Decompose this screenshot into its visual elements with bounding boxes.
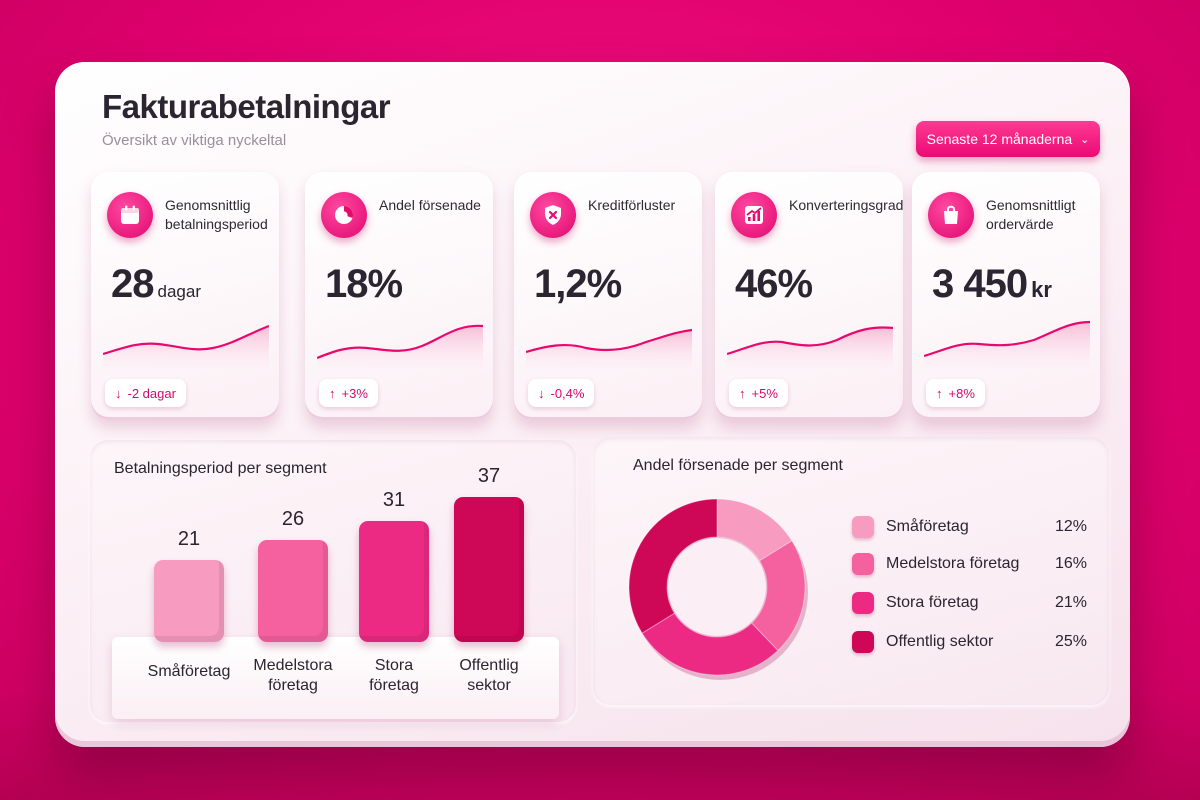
page-title: Fakturabetalningar xyxy=(102,88,391,125)
bar-value-label: 31 xyxy=(382,488,406,511)
bar-chart-title: Betalningsperiod per segment xyxy=(114,460,327,477)
bar-category-label: Stora företag xyxy=(369,657,419,694)
bar[interactable] xyxy=(258,540,328,642)
kpi-label: Genomsnittligt ordervärde xyxy=(986,197,1076,232)
legend-label: Stora företag xyxy=(886,594,979,611)
bar-chart-base xyxy=(112,637,559,719)
donut-slice[interactable] xyxy=(750,540,806,652)
arrow-up-icon: ↑ xyxy=(739,385,746,401)
growth-chart-icon xyxy=(731,192,777,238)
period-select[interactable]: Senaste 12 månaderna ⌄ xyxy=(916,121,1100,157)
donut-chart-title: Andel försenade per segment xyxy=(633,457,843,474)
shield-x-icon xyxy=(530,192,576,238)
donut-slice[interactable] xyxy=(716,498,793,562)
arrow-up-icon: ↑ xyxy=(329,385,336,401)
donut-slice[interactable] xyxy=(641,612,779,676)
legend-swatch xyxy=(852,553,874,575)
period-select-label: Senaste 12 månaderna xyxy=(926,131,1073,147)
bar-category-label: Offentlig sektor xyxy=(459,657,519,694)
sparkline xyxy=(526,328,692,368)
kpi-card-conversion[interactable]: Konverteringsgrad 46% ↑ +5% xyxy=(715,172,903,420)
legend-value: 12% xyxy=(1054,518,1087,535)
kpi-unit: dagar xyxy=(157,282,201,301)
kpi-label: Konverteringsgrad xyxy=(789,197,904,213)
sparkline xyxy=(317,324,483,368)
bar-value-label: 21 xyxy=(177,527,201,550)
kpi-value: 18% xyxy=(325,262,403,306)
kpi-delta-badge: ↓ -2 dagar xyxy=(105,379,186,407)
arrow-up-icon: ↑ xyxy=(936,385,943,401)
bar[interactable] xyxy=(454,497,524,642)
donut-slice[interactable] xyxy=(628,498,718,634)
kpi-value: 28 dagar xyxy=(111,262,201,306)
shopping-bag-icon xyxy=(928,192,974,238)
kpi-delta-badge: ↑ +5% xyxy=(729,379,788,407)
donut-hole xyxy=(668,538,766,636)
bar-value-label: 26 xyxy=(281,508,305,531)
kpi-unit: kr xyxy=(1031,277,1052,302)
sparkline xyxy=(727,326,893,368)
kpi-delta-badge: ↓ -0,4% xyxy=(528,379,595,407)
calendar-icon xyxy=(107,192,153,238)
kpi-label: Genomsnittlig betalningsperiod xyxy=(165,197,268,232)
chevron-down-icon: ⌄ xyxy=(1080,133,1090,146)
kpi-value: 46% xyxy=(735,262,813,306)
kpi-value: 1,2% xyxy=(534,262,622,306)
bar[interactable] xyxy=(154,559,224,642)
legend-item: Medelstora företag 16% xyxy=(852,552,1087,576)
arrow-down-icon: ↓ xyxy=(115,385,122,401)
legend-value: 21% xyxy=(1054,594,1087,611)
legend-item: Småföretag 12% xyxy=(852,515,1087,539)
kpi-value: 3 450 kr xyxy=(932,262,1052,306)
legend-value: 16% xyxy=(1054,555,1087,572)
legend-label: Småföretag xyxy=(886,518,969,535)
arrow-down-icon: ↓ xyxy=(538,385,545,401)
legend-swatch xyxy=(852,592,874,614)
legend-swatch xyxy=(852,516,874,538)
kpi-label: Kreditförluster xyxy=(588,197,676,213)
legend-item: Stora företag 21% xyxy=(852,591,1087,615)
bar[interactable] xyxy=(359,520,429,642)
kpi-label: Andel försenade xyxy=(379,197,481,213)
kpi-card-late-share[interactable]: Andel försenade 18% ↑ +3% xyxy=(305,172,493,420)
legend-label: Medelstora företag xyxy=(886,555,1020,572)
pie-icon xyxy=(321,192,367,238)
kpi-delta-badge: ↑ +3% xyxy=(319,379,378,407)
bar-category-label: Medelstora företag xyxy=(253,657,333,694)
legend-swatch xyxy=(852,631,874,653)
sparkline xyxy=(924,320,1090,368)
bar-category-label: Småföretag xyxy=(147,663,231,680)
donut-chart xyxy=(628,498,808,680)
kpi-card-payment-period[interactable]: Genomsnittlig betalningsperiod 28 dagar ↓… xyxy=(91,172,279,420)
bar-value-label: 37 xyxy=(477,465,501,487)
page-subtitle: Översikt av viktiga nyckeltal xyxy=(102,132,287,149)
legend-value: 25% xyxy=(1054,633,1087,650)
legend-label: Offentlig sektor xyxy=(886,633,994,650)
sparkline xyxy=(103,324,269,368)
legend-item: Offentlig sektor 25% xyxy=(852,630,1087,654)
kpi-card-credit-losses[interactable]: Kreditförluster 1,2% ↓ -0,4% xyxy=(514,172,702,420)
kpi-delta-badge: ↑ +8% xyxy=(926,379,985,407)
kpi-card-order-value[interactable]: Genomsnittligt ordervärde 3 450 kr ↑ +8% xyxy=(912,172,1100,420)
